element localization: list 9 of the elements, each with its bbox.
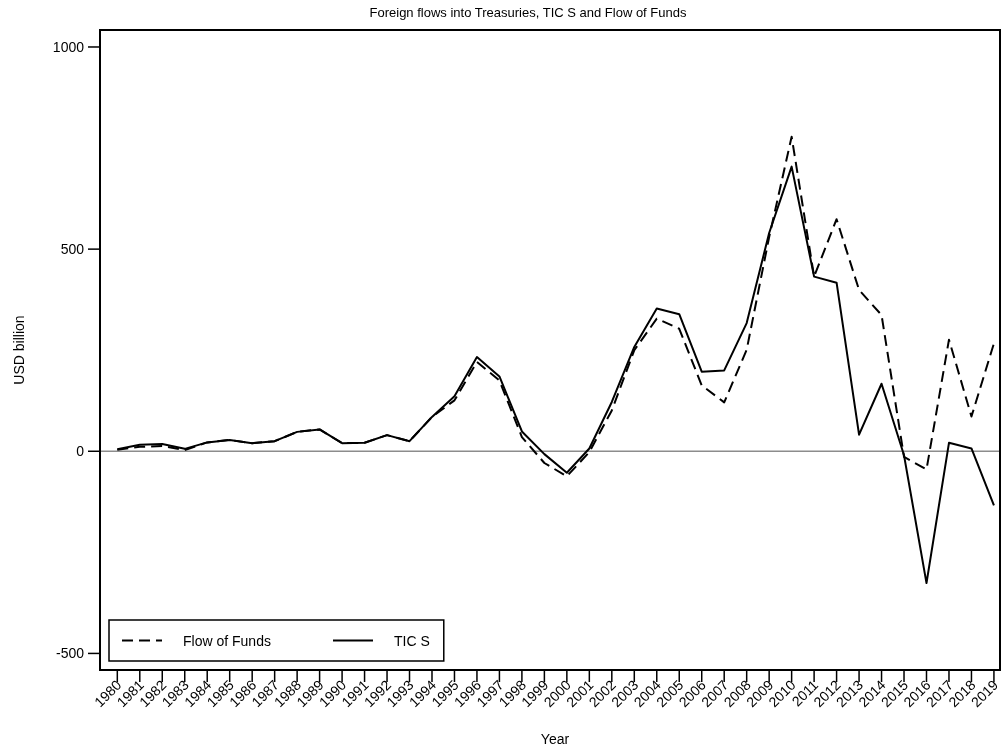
x-axis-title: Year	[540, 731, 570, 747]
legend-label: TIC S	[394, 632, 430, 649]
legend-label: Flow of Funds	[183, 632, 271, 649]
y-axis-title: USD billion	[11, 315, 27, 385]
chart-title: Foreign flows into Treasuries, TIC S and Flow of Funds	[369, 5, 687, 20]
y-tick-label: 0	[76, 443, 85, 460]
y-tick-label: 500	[60, 241, 85, 258]
y-tick-label: -500	[55, 645, 85, 662]
y-tick-label: 1000	[52, 38, 85, 55]
